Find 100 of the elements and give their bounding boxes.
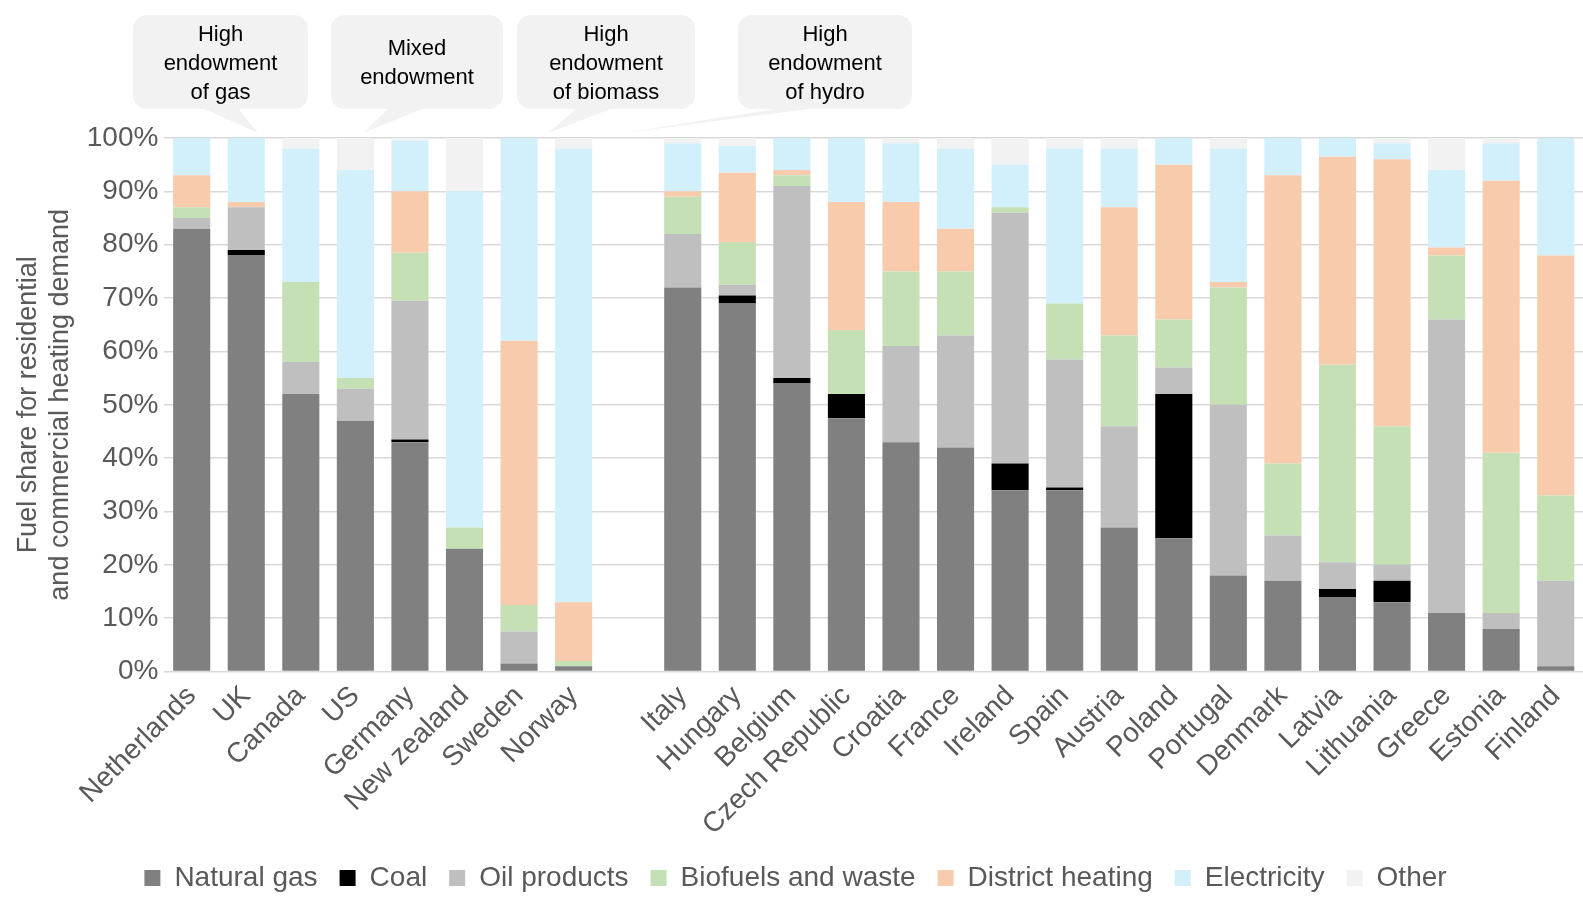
bar — [1046, 138, 1084, 149]
bar — [664, 234, 702, 288]
bar — [991, 490, 1029, 671]
y-tick-label: 90% — [102, 174, 159, 206]
bar — [718, 138, 756, 146]
bar — [991, 207, 1029, 213]
legend-label: Other — [1376, 860, 1447, 892]
bar — [1318, 156, 1357, 365]
bar — [445, 548, 484, 671]
bar — [1155, 394, 1193, 539]
bar — [336, 170, 374, 379]
bar — [1100, 426, 1138, 528]
bar — [500, 663, 538, 671]
bar — [1373, 602, 1411, 671]
y-tick-label: 80% — [102, 227, 159, 259]
bar — [937, 271, 975, 336]
bar — [1482, 138, 1520, 144]
bar — [718, 146, 756, 173]
bar — [391, 300, 429, 440]
bar — [1155, 138, 1193, 165]
bar — [500, 340, 538, 605]
bar — [282, 394, 320, 671]
bar — [664, 138, 702, 144]
bar — [500, 631, 538, 664]
bar — [1537, 666, 1575, 671]
bar — [1155, 367, 1193, 395]
bar — [1482, 628, 1520, 671]
bar — [1482, 180, 1520, 453]
y-tick-label: 70% — [102, 280, 159, 312]
bar — [664, 191, 702, 197]
legend-label: Natural gas — [174, 860, 318, 892]
legend-label: Biofuels and waste — [680, 860, 916, 892]
bar — [1373, 138, 1411, 144]
bar — [773, 378, 811, 384]
bar — [1318, 364, 1357, 563]
bar — [1373, 564, 1411, 581]
bar — [555, 138, 593, 149]
bar — [282, 148, 320, 283]
bar — [1264, 175, 1302, 464]
bar — [227, 207, 265, 251]
bar — [391, 138, 429, 141]
bar — [282, 362, 320, 395]
bar — [882, 442, 920, 671]
bar — [1264, 463, 1302, 536]
bar — [1100, 138, 1138, 149]
bar — [882, 202, 920, 272]
bar — [1209, 575, 1247, 671]
bar — [991, 212, 1029, 464]
bar — [882, 346, 920, 443]
bar — [1482, 452, 1520, 613]
bar — [1373, 580, 1411, 603]
bar — [1428, 247, 1466, 256]
bar — [336, 378, 374, 389]
bar — [664, 143, 702, 192]
bar — [1100, 148, 1138, 208]
legend-label: District heating — [967, 860, 1153, 892]
bar — [391, 442, 429, 671]
bar — [445, 138, 484, 192]
bar — [1318, 562, 1357, 589]
bar — [1209, 138, 1247, 149]
bar — [173, 175, 211, 208]
bar — [336, 138, 374, 171]
bar — [1537, 580, 1575, 667]
bar — [882, 138, 920, 144]
bar — [718, 295, 756, 304]
y-tick-label: 40% — [102, 440, 159, 472]
bar — [1264, 580, 1302, 671]
bar — [1100, 335, 1138, 427]
bar — [1155, 319, 1193, 368]
bar — [827, 138, 865, 203]
bar — [937, 228, 975, 272]
bar — [1482, 143, 1520, 181]
legend-label: Oil products — [479, 860, 629, 892]
bar — [227, 250, 265, 256]
bar — [555, 666, 593, 671]
y-tick-label: 30% — [102, 494, 159, 526]
bar — [664, 196, 702, 235]
bar — [1428, 138, 1466, 171]
bar — [227, 255, 265, 671]
bar — [391, 252, 429, 301]
bar — [445, 191, 484, 528]
bar — [1046, 148, 1084, 304]
bar — [1428, 170, 1466, 248]
legend-label: Electricity — [1204, 860, 1325, 892]
y-tick-label: 10% — [102, 600, 159, 632]
bar — [1537, 495, 1575, 581]
y-tick-label: 20% — [102, 547, 159, 579]
bar — [500, 138, 538, 341]
bar — [937, 335, 975, 448]
bar — [500, 604, 538, 632]
bar — [773, 170, 811, 176]
bar — [336, 420, 374, 671]
bar — [773, 138, 811, 171]
bar — [718, 242, 756, 285]
bar — [827, 394, 865, 419]
bar — [882, 143, 920, 203]
bar — [1373, 143, 1411, 160]
bar — [882, 271, 920, 347]
bar — [937, 148, 975, 229]
bar — [1428, 255, 1466, 320]
